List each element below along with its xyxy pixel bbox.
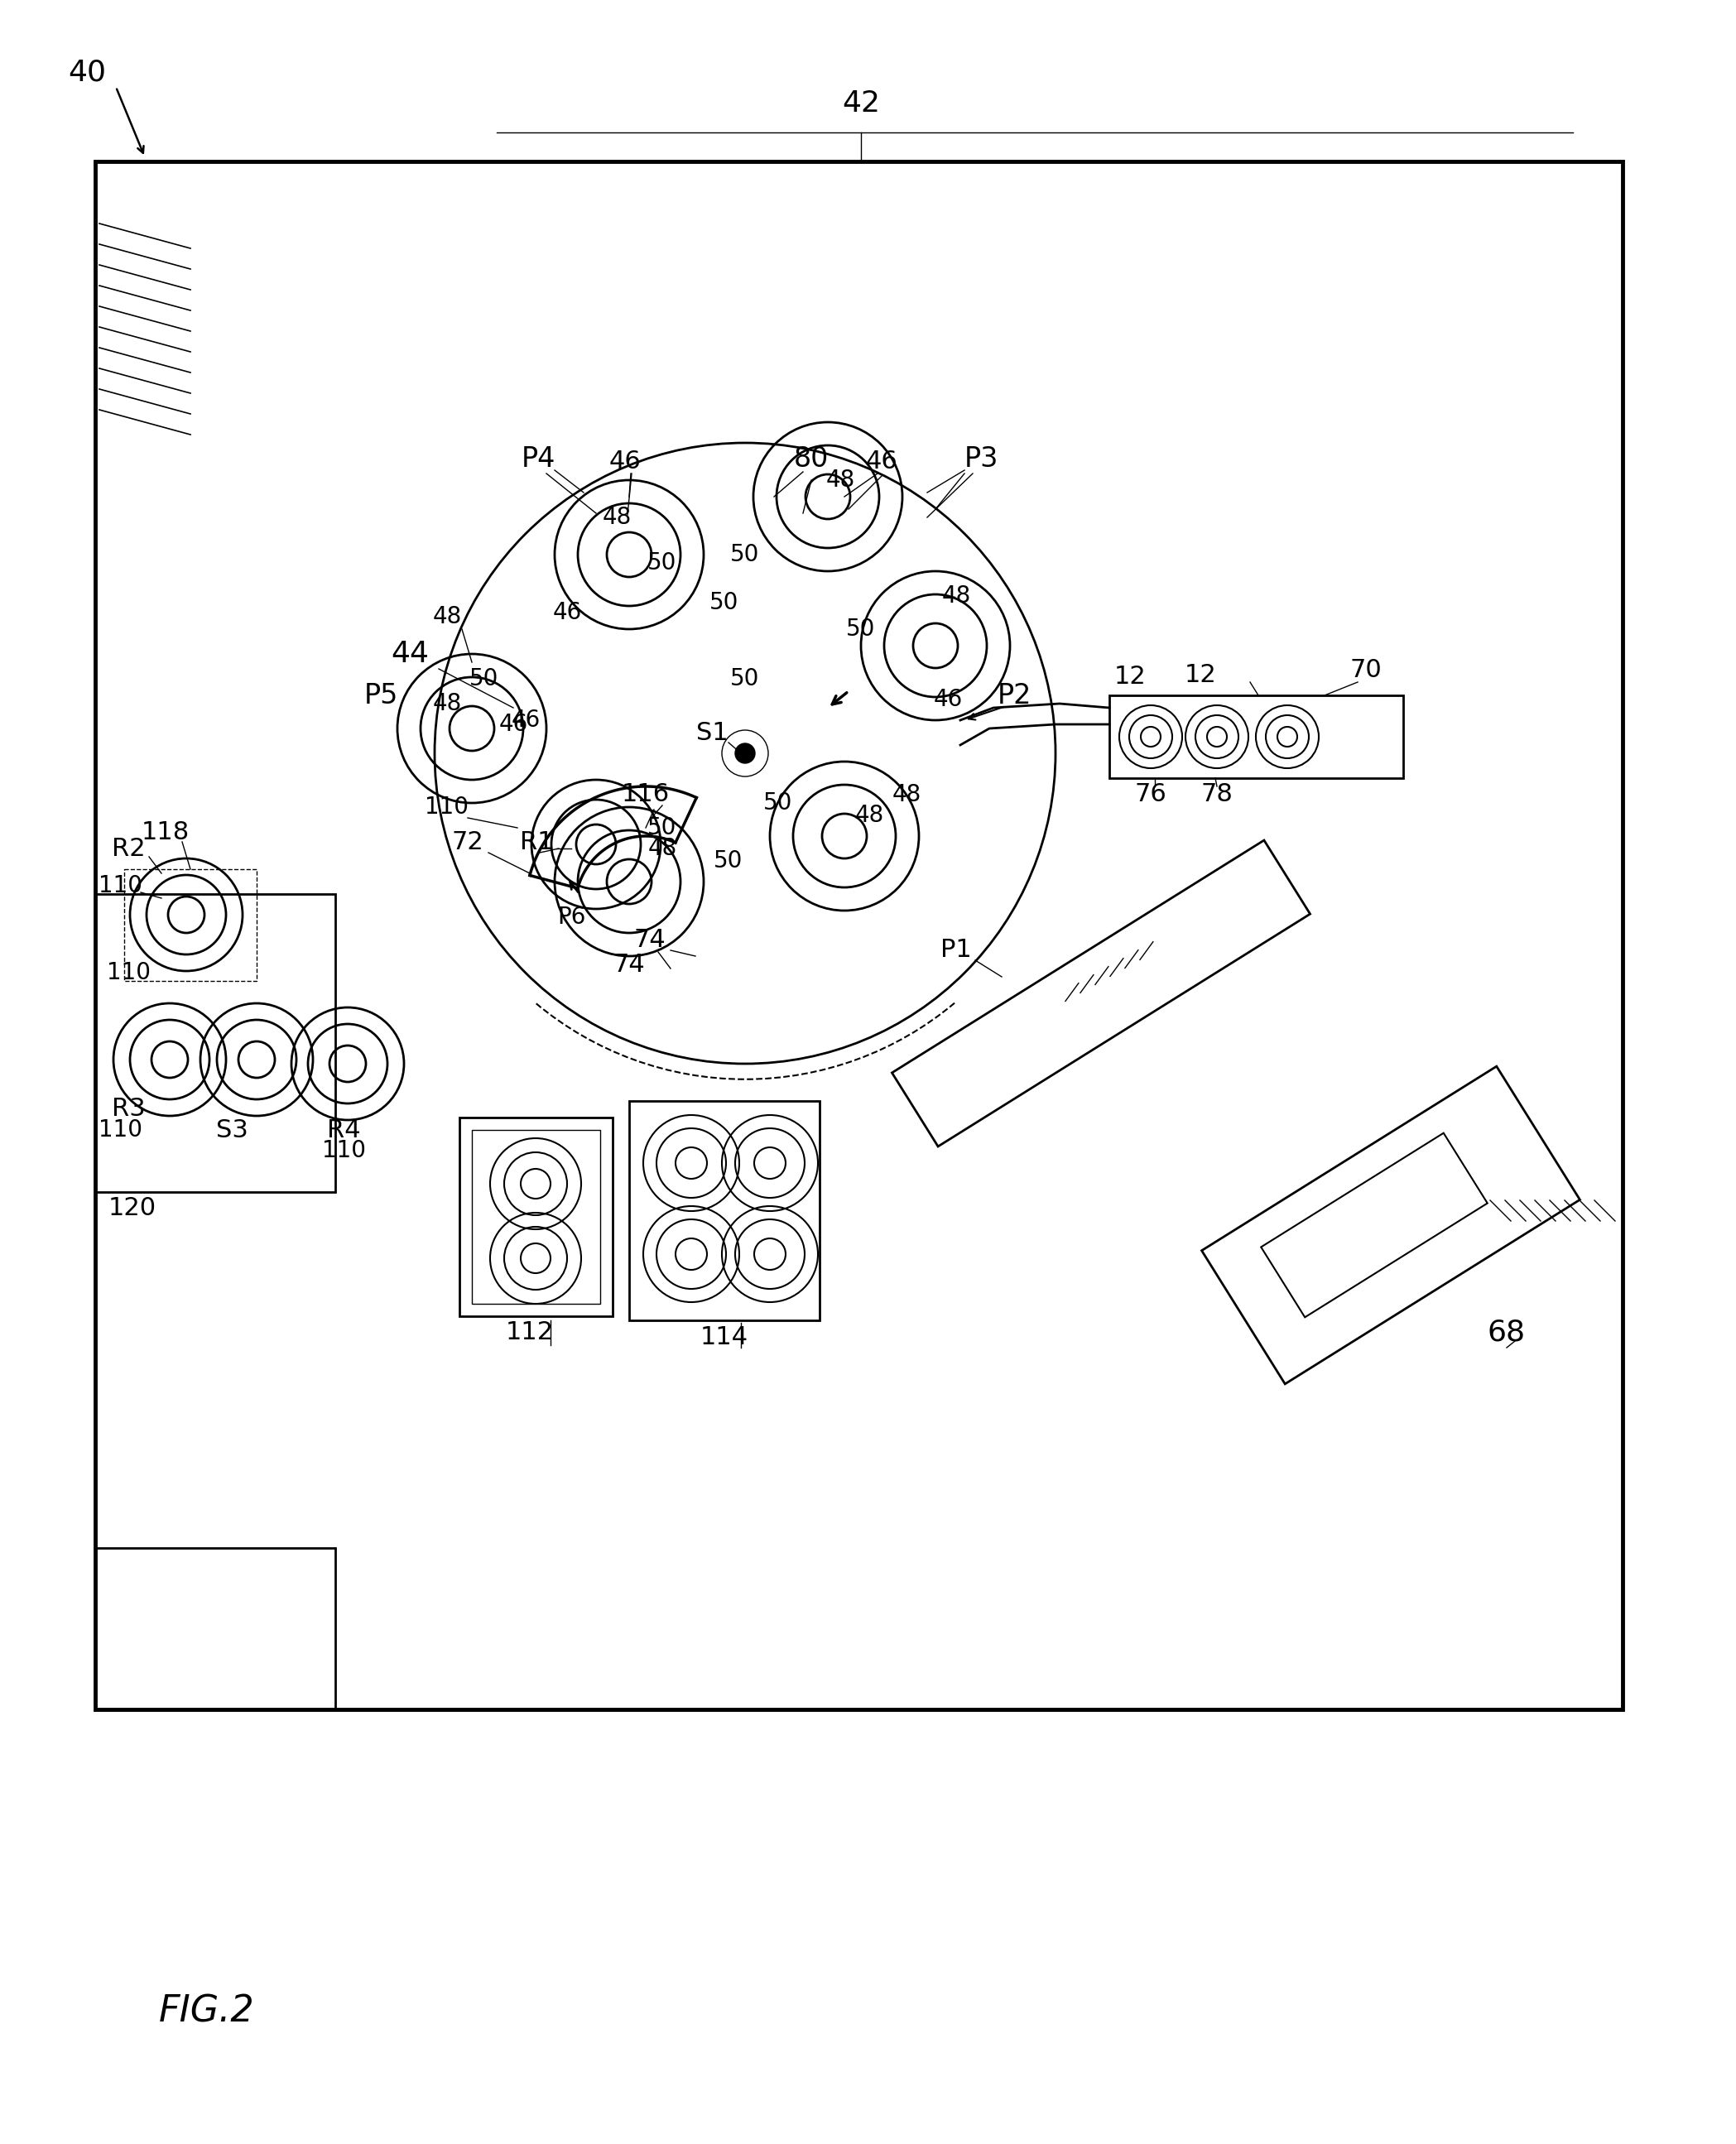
Text: 44: 44 xyxy=(391,639,429,669)
Text: 50: 50 xyxy=(648,551,677,575)
Text: 46: 46 xyxy=(510,710,540,731)
Text: 120: 120 xyxy=(108,1196,156,1220)
Circle shape xyxy=(734,744,755,763)
Text: 46: 46 xyxy=(934,688,962,712)
Bar xyxy=(1109,695,1403,778)
Text: 78: 78 xyxy=(1201,783,1233,806)
Text: R1: R1 xyxy=(519,830,554,855)
Text: R4: R4 xyxy=(326,1117,361,1143)
Text: R3: R3 xyxy=(111,1098,146,1121)
Text: P3: P3 xyxy=(963,446,998,474)
Text: S1: S1 xyxy=(696,720,727,744)
Text: 110: 110 xyxy=(99,1119,142,1141)
Text: 70: 70 xyxy=(1351,658,1382,682)
Text: 48: 48 xyxy=(602,506,632,530)
Text: 80: 80 xyxy=(793,446,828,474)
Text: 50: 50 xyxy=(710,592,740,613)
Text: 50: 50 xyxy=(648,817,677,840)
Text: FIG.2: FIG.2 xyxy=(160,1994,255,2030)
Text: R2: R2 xyxy=(111,836,146,860)
Text: S3: S3 xyxy=(215,1117,248,1143)
Text: 12: 12 xyxy=(1115,665,1146,688)
Text: 50: 50 xyxy=(470,667,498,690)
Bar xyxy=(95,894,335,1192)
Text: 48: 48 xyxy=(648,836,677,860)
Bar xyxy=(95,161,1623,1709)
Text: 48: 48 xyxy=(432,605,462,628)
Text: 50: 50 xyxy=(731,542,760,566)
Text: 112: 112 xyxy=(505,1321,554,1344)
Bar xyxy=(95,1548,335,1709)
Text: 114: 114 xyxy=(700,1325,748,1349)
Text: 74: 74 xyxy=(613,952,646,976)
Text: P2: P2 xyxy=(996,682,1031,710)
Text: 40: 40 xyxy=(68,58,106,88)
Text: 110: 110 xyxy=(425,795,469,819)
Bar xyxy=(125,868,257,982)
Bar xyxy=(472,1130,601,1304)
Text: P1: P1 xyxy=(941,939,972,963)
Text: 42: 42 xyxy=(842,90,880,118)
Text: 48: 48 xyxy=(826,470,854,491)
Text: 50: 50 xyxy=(847,617,875,641)
Text: 50: 50 xyxy=(764,791,793,815)
Text: 110: 110 xyxy=(321,1138,366,1162)
Bar xyxy=(628,1102,819,1321)
Text: P6: P6 xyxy=(557,905,585,928)
Text: 116: 116 xyxy=(621,783,670,806)
Text: 118: 118 xyxy=(141,819,189,845)
Text: 12: 12 xyxy=(1184,662,1217,686)
Text: 46: 46 xyxy=(498,712,528,735)
Text: 46: 46 xyxy=(609,450,641,474)
Text: 48: 48 xyxy=(892,783,922,806)
Text: 48: 48 xyxy=(854,804,884,828)
Bar xyxy=(460,1117,613,1316)
Text: 48: 48 xyxy=(941,585,970,607)
Text: 50: 50 xyxy=(713,849,743,873)
Text: 110: 110 xyxy=(106,961,151,984)
Text: 46: 46 xyxy=(552,600,582,624)
Text: P4: P4 xyxy=(521,446,556,474)
Text: 76: 76 xyxy=(1135,783,1167,806)
Text: 72: 72 xyxy=(451,830,484,855)
Text: P5: P5 xyxy=(363,682,398,710)
Text: 110: 110 xyxy=(99,875,142,898)
Text: 68: 68 xyxy=(1488,1319,1526,1346)
Text: 46: 46 xyxy=(866,450,898,474)
Text: 74: 74 xyxy=(634,928,667,952)
Text: 48: 48 xyxy=(432,693,462,716)
Text: 50: 50 xyxy=(731,667,760,690)
